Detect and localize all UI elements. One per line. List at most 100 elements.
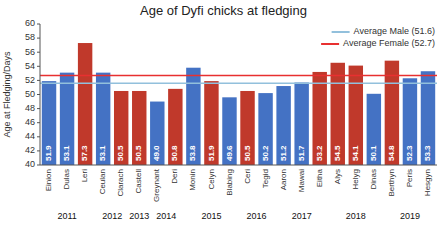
y-axis-line <box>40 24 41 165</box>
data-label: 50.5 <box>116 145 125 161</box>
y-tick-label: 52 <box>25 75 35 85</box>
bar <box>204 81 218 165</box>
year-label: 2016 <box>247 211 267 221</box>
x-tick-label: Celyn <box>207 169 216 189</box>
year-label: 2017 <box>292 211 312 221</box>
title: Age of Dyfi chicks at fledging <box>140 3 307 18</box>
x-tick-label: Eitha <box>315 168 324 187</box>
x-tick-label: Castell <box>134 169 143 194</box>
y-tick-label: 40 <box>25 159 35 169</box>
legend-label: Average Male (51.6) <box>354 26 435 36</box>
bar <box>168 89 182 165</box>
bar <box>258 93 272 165</box>
y-tick-label: 58 <box>25 32 35 42</box>
bar <box>312 72 326 165</box>
bars <box>42 43 435 165</box>
chart: Age of Dyfi chicks at fledging Age at Fle… <box>0 0 447 227</box>
year-label: 2014 <box>156 211 176 221</box>
x-tick-label: Greynant <box>152 168 161 202</box>
x-tick-label: Hesgyn <box>423 169 432 196</box>
x-tick-label: Blabing <box>225 169 234 196</box>
year-label: 2019 <box>400 211 420 221</box>
bar <box>42 81 56 165</box>
bar <box>385 61 399 165</box>
x-tick-label: Leri <box>80 169 89 183</box>
y-tick-label: 42 <box>25 145 35 155</box>
bar <box>276 86 290 165</box>
y-tick-label: 54 <box>25 61 35 71</box>
data-label: 53.2 <box>315 145 324 161</box>
x-tick-label: Ceulan <box>98 169 107 194</box>
y-axis: 4042444648505254565860 <box>25 18 40 169</box>
bar <box>132 91 146 165</box>
y-tick-label: 48 <box>25 103 35 113</box>
x-tick-label: Helyg <box>351 169 360 189</box>
average-line <box>40 82 437 84</box>
bar <box>78 43 92 165</box>
legend: Average Male (51.6) Average Female (52.7) <box>321 26 435 48</box>
bar <box>150 102 164 165</box>
x-tick-label: Dulas <box>62 169 71 189</box>
y-tick-label: 60 <box>25 18 35 28</box>
year-label: 2012 <box>102 211 122 221</box>
y-tick-label: 44 <box>25 131 35 141</box>
x-axis: EinionDulasLeriCeulanClarachCastellGreyn… <box>44 168 432 202</box>
y-axis-label: Age at Fledging/Days <box>2 51 12 138</box>
data-label: 50.5 <box>134 145 143 161</box>
data-label: 49.0 <box>152 145 161 161</box>
bar <box>367 94 381 165</box>
x-tick-label: Berthyn <box>387 169 396 197</box>
data-label: 54.8 <box>387 145 396 161</box>
bar <box>240 91 254 165</box>
data-label: 50.1 <box>369 145 378 161</box>
x-tick-label: Dinas <box>369 169 378 189</box>
year-label: 2018 <box>346 211 366 221</box>
y-tick-label: 56 <box>25 47 35 57</box>
data-label: 57.3 <box>80 145 89 161</box>
x-tick-label: Aaron <box>279 169 288 190</box>
bar <box>96 73 110 165</box>
data-label: 51.2 <box>279 145 288 161</box>
data-label: 50.2 <box>261 145 270 161</box>
x-axis-line <box>40 165 437 166</box>
data-labels: 51.953.157.353.150.550.549.050.853.851.9… <box>44 145 432 161</box>
data-label: 53.1 <box>98 145 107 161</box>
x-tick-label: Deri <box>170 169 179 184</box>
data-label: 51.9 <box>207 145 216 161</box>
legend-swatch <box>321 43 339 45</box>
data-label: 50.8 <box>170 145 179 161</box>
data-label: 54.1 <box>351 145 360 161</box>
bar <box>349 66 363 165</box>
data-label: 53.8 <box>188 145 197 161</box>
bar <box>403 78 417 165</box>
average-line <box>40 75 437 77</box>
x-tick-label: Tegid <box>261 169 270 188</box>
y-tick-label: 50 <box>25 89 35 99</box>
data-label: 53.3 <box>423 145 432 161</box>
data-label: 49.6 <box>225 145 234 161</box>
x-tick-label: Einion <box>44 169 53 191</box>
year-label: 2011 <box>57 211 76 221</box>
data-label: 50.5 <box>243 145 252 161</box>
bar <box>331 63 345 165</box>
x-tick-label: Ceri <box>243 169 252 184</box>
year-labels: 2011 2012 2013 2014 2015 2016 2017 2018 2019 <box>57 211 420 221</box>
data-label: 52.3 <box>405 145 414 161</box>
x-tick-label: Mawai <box>297 169 306 192</box>
legend-swatch <box>332 31 350 33</box>
year-label: 2015 <box>201 211 221 221</box>
data-label: 54.5 <box>333 145 342 161</box>
bar <box>222 97 236 165</box>
legend-label: Average Female (52.7) <box>343 38 435 48</box>
bar <box>186 68 200 165</box>
year-label: 2013 <box>129 211 149 221</box>
bar <box>114 91 128 165</box>
bar <box>60 73 74 165</box>
x-tick-label: Monin <box>188 169 197 191</box>
data-label: 51.7 <box>297 145 306 161</box>
bar <box>421 71 435 165</box>
bar <box>294 83 308 165</box>
x-tick-label: Alys <box>333 169 342 184</box>
reference-lines <box>40 75 437 83</box>
data-label: 51.9 <box>44 145 53 161</box>
